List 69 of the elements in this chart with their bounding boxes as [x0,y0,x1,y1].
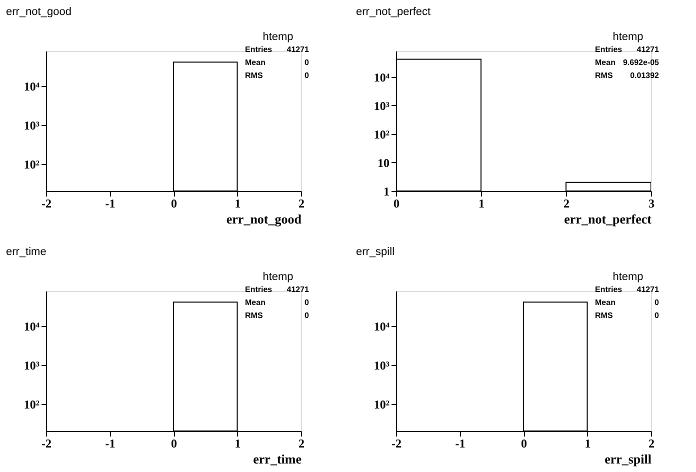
annotation: 41271 [286,45,310,54]
text: htemp [612,31,644,43]
annotation: RMS [245,71,264,80]
text: 0 [304,58,310,67]
x-tick-label: 2 [298,436,304,450]
x-tick-label: 1 [234,196,241,210]
x-tick-label: -1 [105,436,116,450]
annotation: Entries [245,285,273,294]
x-tick-label: 2 [648,436,654,450]
text: 0 [304,71,310,80]
x-tick-label: 1 [478,196,484,210]
annotation: RMS [595,71,614,80]
y-tick-label: 10³ [374,358,390,372]
x-tick-label: 0 [171,436,177,450]
x-tick-label: 0 [521,436,527,450]
x-tick-label: -2 [42,436,52,450]
y-tick-label: 10⁴ [24,80,40,94]
annotation: Mean [595,58,616,67]
chart-title: err_not_good [6,6,72,18]
annotation: Entries [595,45,623,54]
y-tick-label: 10² [24,397,40,412]
text: 0 [654,311,660,320]
x-tick-label: 1 [234,436,241,450]
annotation: 41271 [636,285,660,294]
x-tick-label: 0 [394,196,400,210]
x-tick-label: 2 [564,196,570,210]
x-tick-label: 1 [584,436,591,450]
y-tick-label: 10³ [374,98,390,113]
x-tick-label: -1 [105,196,116,210]
y-tick-label: 10⁴ [24,320,40,334]
x-tick-label: -2 [392,436,402,450]
y-tick-label: 10² [374,127,390,142]
chart-title: err_spill [356,246,395,258]
annotation: Mean [245,298,266,307]
chart-title: err_time [6,246,46,258]
annotation: Entries [245,45,273,54]
annotation: 9.692e-05 [622,58,660,67]
x-tick-label: 2 [298,196,304,210]
y-tick-label: 10⁴ [374,320,390,334]
annotation: Mean [245,58,266,67]
y-tick-label: 10³ [24,358,40,372]
text: htemp [262,31,294,43]
x-axis-title: err_spill [604,452,652,466]
text: 0 [654,298,660,307]
annotation: RMS [595,311,614,320]
y-tick-label: 10⁴ [374,70,390,84]
x-tick-label: -1 [455,436,466,450]
text: htemp [262,271,294,283]
x-tick-label: -2 [42,196,52,210]
annotation: Entries [595,285,623,294]
x-tick-label: 3 [648,196,654,210]
x-axis-title: err_time [253,452,302,466]
y-tick-label: 1 [384,184,390,198]
annotation: 0.01392 [630,71,660,80]
y-tick-label: 10² [374,397,390,412]
x-tick-label: 0 [171,196,177,210]
annotation: 41271 [636,45,660,54]
annotation: Mean [595,298,616,307]
x-axis-title: err_not_good [226,212,302,226]
x-axis-title: err_not_perfect [564,212,652,226]
annotation: RMS [245,311,264,320]
text: 0 [304,311,310,320]
y-tick-label: 10 [378,156,390,170]
annotation: 41271 [286,285,310,294]
text: 0 [304,298,310,307]
chart-title: err_not_perfect [356,6,431,18]
y-tick-label: 10² [24,157,40,172]
y-tick-label: 10³ [24,118,40,132]
text: htemp [612,271,644,283]
